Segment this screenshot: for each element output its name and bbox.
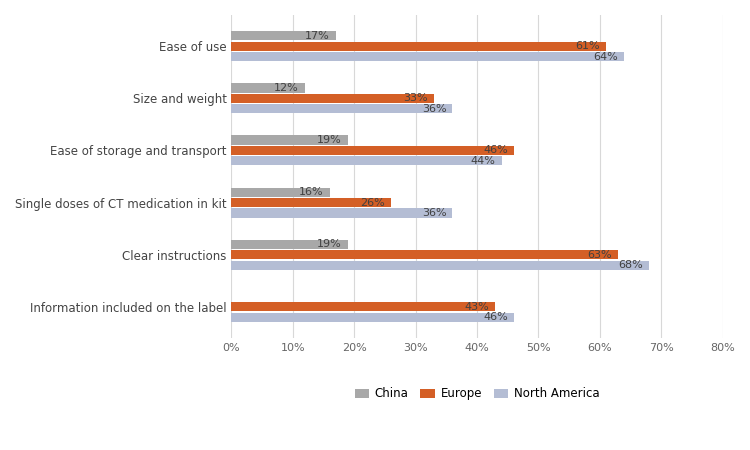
Text: 16%: 16% bbox=[299, 187, 323, 197]
Bar bbox=[232, 313, 514, 322]
Bar bbox=[232, 135, 348, 144]
Text: 26%: 26% bbox=[360, 198, 385, 207]
Text: 36%: 36% bbox=[422, 208, 446, 218]
Bar bbox=[232, 302, 496, 311]
Bar bbox=[232, 188, 330, 197]
Bar bbox=[232, 208, 452, 218]
Text: 61%: 61% bbox=[575, 41, 600, 51]
Text: 17%: 17% bbox=[305, 31, 330, 41]
Text: 33%: 33% bbox=[404, 93, 428, 104]
Bar bbox=[232, 31, 336, 40]
Bar bbox=[232, 250, 618, 259]
Bar bbox=[232, 261, 649, 270]
Text: 44%: 44% bbox=[470, 156, 496, 166]
Bar bbox=[232, 42, 606, 51]
Bar bbox=[232, 146, 514, 155]
Text: 36%: 36% bbox=[422, 104, 446, 114]
Text: 64%: 64% bbox=[593, 52, 618, 62]
Text: 63%: 63% bbox=[587, 250, 612, 260]
Bar bbox=[232, 198, 391, 207]
Text: 19%: 19% bbox=[317, 135, 342, 145]
Text: 68%: 68% bbox=[618, 260, 643, 270]
Bar bbox=[232, 83, 305, 93]
Bar bbox=[232, 94, 434, 103]
Text: 46%: 46% bbox=[483, 145, 508, 156]
Bar bbox=[232, 104, 452, 113]
Text: 43%: 43% bbox=[464, 302, 489, 312]
Text: 19%: 19% bbox=[317, 239, 342, 249]
Text: 46%: 46% bbox=[483, 312, 508, 322]
Bar bbox=[232, 156, 502, 166]
Bar bbox=[232, 52, 625, 61]
Text: 12%: 12% bbox=[274, 83, 299, 93]
Bar bbox=[232, 240, 348, 249]
Legend: China, Europe, North America: China, Europe, North America bbox=[350, 383, 604, 405]
